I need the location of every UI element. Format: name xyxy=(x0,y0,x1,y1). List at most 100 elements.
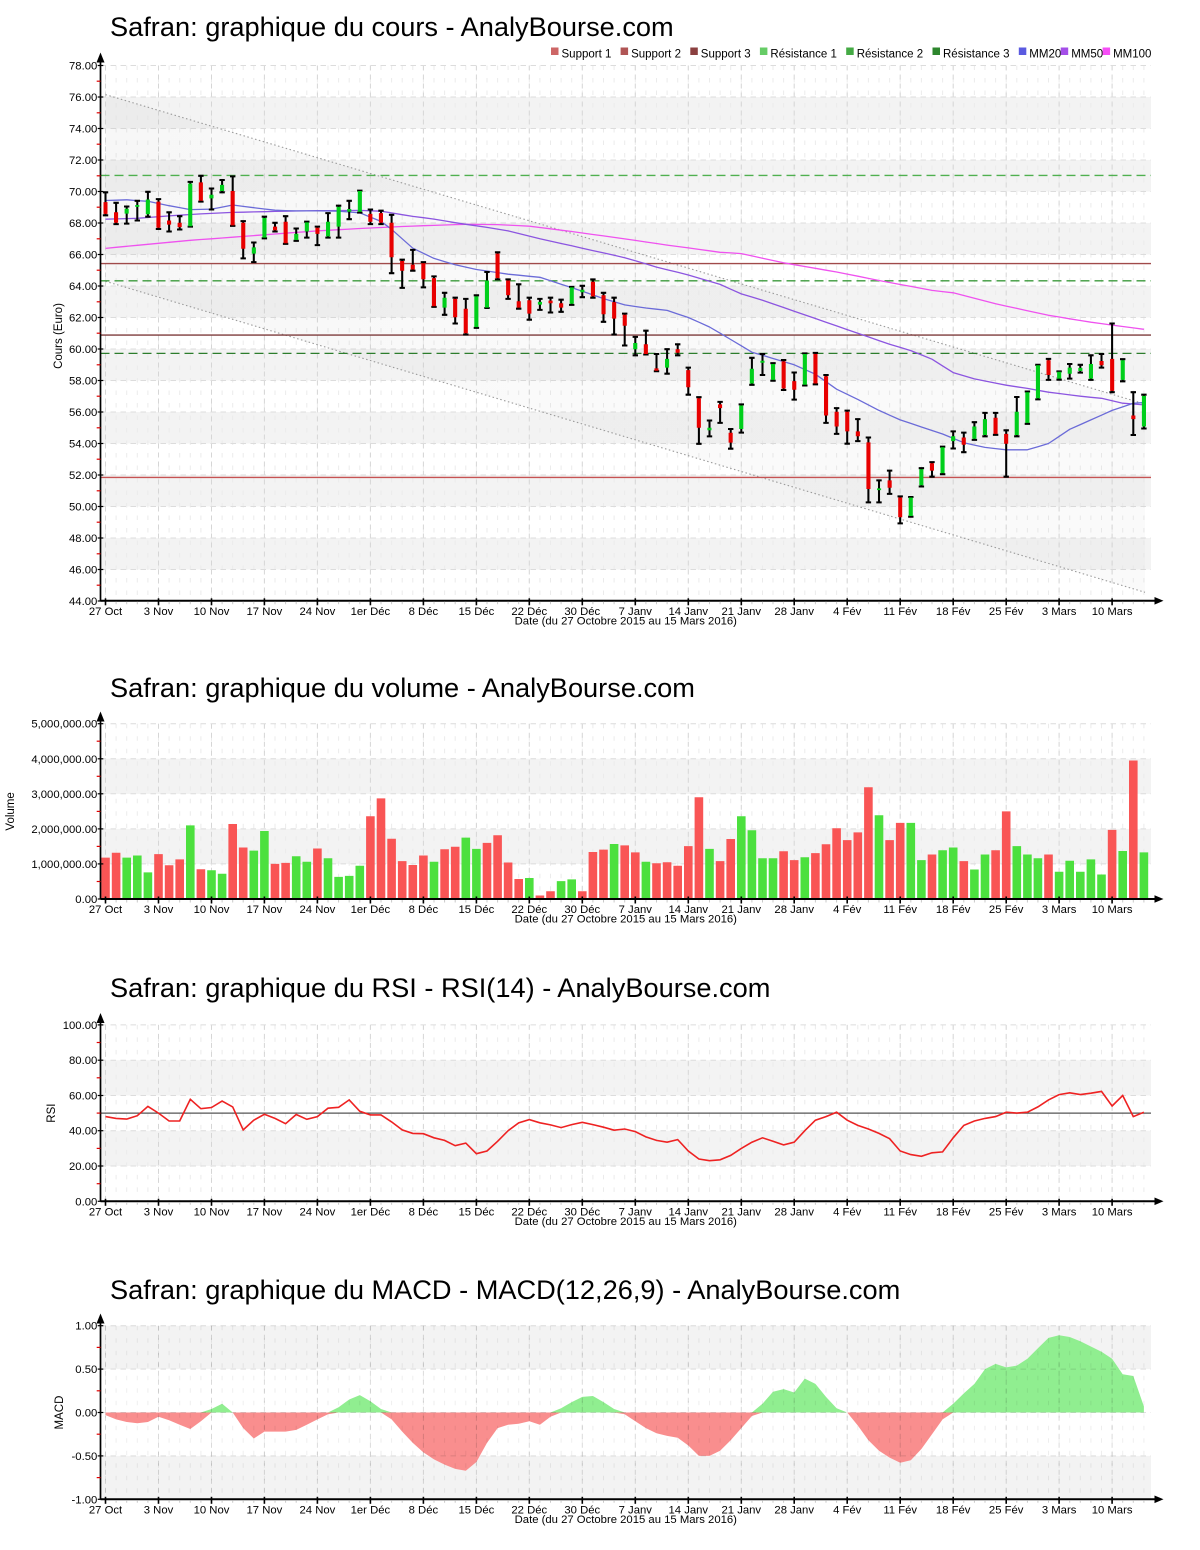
svg-text:60.00: 60.00 xyxy=(69,344,97,356)
svg-text:20.00: 20.00 xyxy=(69,1161,97,1173)
svg-text:4 Fév: 4 Fév xyxy=(833,904,862,916)
svg-text:MACD: MACD xyxy=(54,1396,66,1430)
svg-text:-0.50: -0.50 xyxy=(72,1451,98,1463)
svg-text:22 Déc: 22 Déc xyxy=(511,606,547,618)
svg-text:0.00: 0.00 xyxy=(75,1408,97,1420)
svg-text:10 Nov: 10 Nov xyxy=(194,1504,230,1516)
svg-text:3 Mars: 3 Mars xyxy=(1042,606,1077,618)
svg-text:24 Nov: 24 Nov xyxy=(300,1504,336,1516)
svg-text:4 Fév: 4 Fév xyxy=(833,606,862,618)
svg-text:Date (du 27 Octobre 2015 au 15: Date (du 27 Octobre 2015 au 15 Mars 2016… xyxy=(515,1514,738,1526)
svg-text:50.00: 50.00 xyxy=(69,502,97,514)
svg-text:11 Fév: 11 Fév xyxy=(883,904,917,916)
svg-text:15 Déc: 15 Déc xyxy=(459,1206,495,1218)
svg-text:10 Nov: 10 Nov xyxy=(194,606,230,618)
svg-text:25 Fév: 25 Fév xyxy=(989,904,1024,916)
svg-text:30 Déc: 30 Déc xyxy=(564,1504,600,1516)
svg-text:7 Janv: 7 Janv xyxy=(619,1504,653,1516)
svg-text:24 Nov: 24 Nov xyxy=(300,1206,336,1218)
svg-text:10 Nov: 10 Nov xyxy=(194,904,230,916)
svg-text:14 Janv: 14 Janv xyxy=(669,606,709,618)
svg-text:25 Fév: 25 Fév xyxy=(989,1504,1024,1516)
svg-text:10 Mars: 10 Mars xyxy=(1092,606,1133,618)
svg-text:3 Mars: 3 Mars xyxy=(1042,904,1077,916)
svg-text:Résistance 1: Résistance 1 xyxy=(770,49,836,61)
svg-text:10 Mars: 10 Mars xyxy=(1092,904,1133,916)
svg-text:3 Nov: 3 Nov xyxy=(144,606,174,618)
svg-text:Safran: graphique du cours - A: Safran: graphique du cours - AnalyBourse… xyxy=(110,11,674,42)
svg-text:28 Janv: 28 Janv xyxy=(774,1206,814,1218)
svg-text:Safran: graphique du volume -: Safran: graphique du volume - AnalyBours… xyxy=(110,672,695,703)
svg-text:Date (du 27 Octobre 2015 au 15: Date (du 27 Octobre 2015 au 15 Mars 2016… xyxy=(515,615,738,627)
svg-text:1.00: 1.00 xyxy=(75,1321,97,1333)
svg-text:2,000,000.00: 2,000,000.00 xyxy=(31,824,97,836)
svg-text:MM100: MM100 xyxy=(1113,49,1151,61)
svg-text:17 Nov: 17 Nov xyxy=(247,1206,283,1218)
svg-text:80.00: 80.00 xyxy=(69,1055,97,1067)
svg-text:28 Janv: 28 Janv xyxy=(774,606,814,618)
svg-text:7 Janv: 7 Janv xyxy=(619,606,653,618)
svg-text:62.00: 62.00 xyxy=(69,313,97,325)
svg-text:24 Nov: 24 Nov xyxy=(300,606,336,618)
svg-text:Résistance 2: Résistance 2 xyxy=(857,49,923,61)
svg-text:30 Déc: 30 Déc xyxy=(564,1206,600,1218)
svg-text:Support 3: Support 3 xyxy=(701,49,751,61)
svg-text:11 Fév: 11 Fév xyxy=(883,1504,917,1516)
svg-text:Safran: graphique du MACD - MA: Safran: graphique du MACD - MACD(12,26,9… xyxy=(110,1274,900,1305)
svg-text:17 Nov: 17 Nov xyxy=(247,904,283,916)
svg-text:Date (du 27 Octobre 2015 au 15: Date (du 27 Octobre 2015 au 15 Mars 2016… xyxy=(515,1216,738,1228)
svg-text:58.00: 58.00 xyxy=(69,376,97,388)
svg-text:100.00: 100.00 xyxy=(63,1020,98,1032)
svg-text:MM50: MM50 xyxy=(1071,49,1103,61)
svg-text:3 Nov: 3 Nov xyxy=(144,904,174,916)
svg-text:76.00: 76.00 xyxy=(69,92,97,104)
svg-text:74.00: 74.00 xyxy=(69,124,97,136)
svg-text:78.00: 78.00 xyxy=(69,61,97,73)
svg-text:4,000,000.00: 4,000,000.00 xyxy=(31,754,97,766)
svg-text:Cours (Euro): Cours (Euro) xyxy=(53,303,65,369)
svg-text:4 Fév: 4 Fév xyxy=(833,1206,862,1218)
svg-text:27 Oct: 27 Oct xyxy=(89,1206,123,1218)
svg-text:Support 2: Support 2 xyxy=(631,49,681,61)
svg-text:46.00: 46.00 xyxy=(69,565,97,577)
svg-text:8 Déc: 8 Déc xyxy=(409,1504,439,1516)
svg-text:1er Déc: 1er Déc xyxy=(351,1504,391,1516)
svg-text:7 Janv: 7 Janv xyxy=(619,904,653,916)
svg-text:10 Mars: 10 Mars xyxy=(1092,1206,1133,1218)
svg-text:27 Oct: 27 Oct xyxy=(89,904,123,916)
svg-text:0.50: 0.50 xyxy=(75,1364,97,1376)
svg-text:11 Fév: 11 Fév xyxy=(883,1206,917,1218)
svg-text:RSI: RSI xyxy=(46,1104,58,1123)
svg-text:3 Nov: 3 Nov xyxy=(144,1504,174,1516)
svg-text:27 Oct: 27 Oct xyxy=(89,1504,123,1516)
svg-text:7 Janv: 7 Janv xyxy=(619,1206,653,1218)
svg-text:28 Janv: 28 Janv xyxy=(774,1504,814,1516)
svg-text:40.00: 40.00 xyxy=(69,1126,97,1138)
svg-text:10 Mars: 10 Mars xyxy=(1092,1504,1133,1516)
svg-text:48.00: 48.00 xyxy=(69,533,97,545)
svg-text:Support 1: Support 1 xyxy=(562,49,612,61)
svg-text:14 Janv: 14 Janv xyxy=(669,1504,709,1516)
svg-text:15 Déc: 15 Déc xyxy=(459,904,495,916)
svg-text:25 Fév: 25 Fév xyxy=(989,1206,1024,1218)
svg-text:Date (du 27 Octobre 2015 au 15: Date (du 27 Octobre 2015 au 15 Mars 2016… xyxy=(515,914,738,926)
svg-text:15 Déc: 15 Déc xyxy=(459,606,495,618)
svg-text:8 Déc: 8 Déc xyxy=(409,904,439,916)
svg-text:21 Janv: 21 Janv xyxy=(722,904,762,916)
svg-text:56.00: 56.00 xyxy=(69,407,97,419)
svg-text:8 Déc: 8 Déc xyxy=(409,1206,439,1218)
svg-text:30 Déc: 30 Déc xyxy=(564,606,600,618)
svg-text:MM20: MM20 xyxy=(1029,49,1061,61)
svg-text:1,000,000.00: 1,000,000.00 xyxy=(31,859,97,871)
svg-text:Volume: Volume xyxy=(5,792,17,830)
svg-text:22 Déc: 22 Déc xyxy=(511,1504,547,1516)
svg-text:21 Janv: 21 Janv xyxy=(722,606,762,618)
svg-text:17 Nov: 17 Nov xyxy=(247,606,283,618)
svg-text:0.00: 0.00 xyxy=(75,894,97,906)
svg-text:72.00: 72.00 xyxy=(69,155,97,167)
svg-text:18 Fév: 18 Fév xyxy=(936,904,971,916)
svg-text:27 Oct: 27 Oct xyxy=(89,606,123,618)
svg-text:24 Nov: 24 Nov xyxy=(300,904,336,916)
svg-text:Résistance 3: Résistance 3 xyxy=(943,49,1009,61)
svg-text:66.00: 66.00 xyxy=(69,250,97,262)
